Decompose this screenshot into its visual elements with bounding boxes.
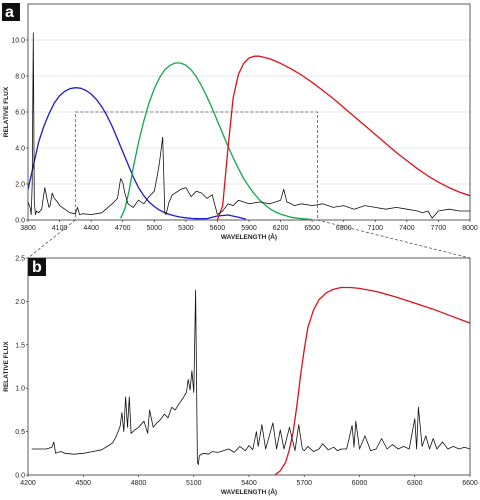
plot-frame [27,257,471,476]
y-tick-label: 0.0 [15,218,25,225]
connector-right [317,219,471,259]
green-series-line [120,62,313,220]
red-series-line [216,55,470,220]
y-tick-label: 2.0 [15,299,25,306]
y-tick-label: 8.0 [15,74,25,81]
x-tick-label: 5400 [241,480,257,487]
x-axis-title: WAVELENGTH (Å) [221,487,277,496]
x-tick-label: 4500 [75,480,91,487]
x-tick-label: 5600 [210,225,226,232]
x-tick-label: 4800 [131,480,147,487]
x-tick-label: 5000 [146,225,162,232]
x-tick-label: 5100 [186,480,202,487]
x-tick-label: 7100 [367,225,383,232]
panel-letter: a [5,4,14,21]
panel-a-chart: 0.0 2.0 4.0 6.0 8.0 10.0 3800 4100 4400 4700 5000 5… [2,3,478,241]
y-tick-label: 4.0 [15,146,25,153]
x-tick-label: 4700 [115,225,131,232]
x-tick-label: 5300 [178,225,194,232]
x-axis-title: WAVELENGTH (Å) [221,232,277,241]
red-series-line [274,286,470,475]
y-tick-label: 6.0 [15,110,25,117]
x-tick-label: 6000 [352,480,368,487]
x-tick-label: 6600 [462,480,478,487]
panel-letter: b [32,259,42,276]
y-tick-label: 0.0 [15,473,25,480]
y-tick-label: 0.5 [15,429,25,436]
x-tick-label: 6300 [407,480,423,487]
x-tick-label: 7700 [431,225,447,232]
x-tick-label: 5700 [296,480,312,487]
spectrum-series-line [31,289,470,466]
zoom-connector-lines [27,219,471,259]
y-axis-title: RELATIVE FLUX [3,86,10,137]
panel-letter-badge [2,3,20,21]
x-tick-label: 6800 [336,225,352,232]
panel-letter-badge [28,258,46,276]
y-tick-label: 1.5 [15,342,25,349]
x-tick-label: 8000 [462,225,478,232]
x-tick-label: 4400 [83,225,99,232]
x-tick-label: 4200 [20,480,36,487]
zoom-region-box [74,111,318,221]
y-tick-label: 10.0 [11,38,25,45]
x-tick-label: 6200 [273,225,289,232]
connector-left [27,219,76,259]
y-axis-title: RELATIVE FLUX [3,341,10,392]
spectrum-series-line [28,32,470,219]
x-tick-label: 3800 [20,225,36,232]
x-tick-label: 6500 [304,225,320,232]
x-tick-label: 4100 [52,225,68,232]
panel-b-chart: 0.0 0.5 1.0 1.5 2.0 2.5 4200 4500 4800 5100 5400 57… [3,256,478,497]
y-tick-label: 2.0 [15,182,25,189]
blue-series-line [28,87,246,220]
x-tick-label: 5900 [241,225,257,232]
y-tick-label: 2.5 [15,256,25,263]
x-tick-label: 7400 [399,225,415,232]
y-tick-label: 1.0 [15,386,25,393]
